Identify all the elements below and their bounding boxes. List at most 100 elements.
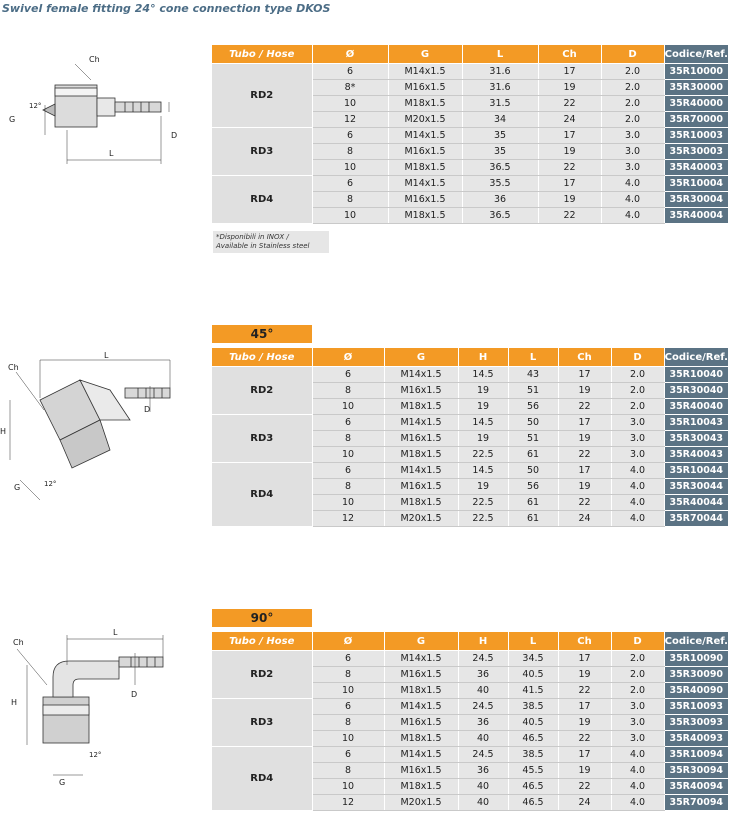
table-cell: 22.5 [458,494,509,511]
table-cell: 24.5 [458,650,509,667]
table-cell: 8 [312,478,385,495]
table-cell: 10 [312,446,385,463]
table-row: 8 M16x1.5 19 56 19 4.0 35R30044 [212,478,728,495]
table-cell: 6 [312,698,385,715]
table-cell: 56 [508,478,559,495]
table-cell: 31.6 [462,63,539,80]
ref-code-cell: 35R30003 [664,143,728,160]
ref-code-cell: 35R30044 [664,478,728,495]
table-cell: 6 [312,366,385,383]
table-cell: 10 [312,159,389,176]
table-cell: 19 [538,143,602,160]
hose-group-label: RD3 [212,127,313,176]
table-cell: M16x1.5 [384,478,459,495]
table-cell: 40.5 [508,666,559,683]
table-cell: 3.0 [601,159,665,176]
table-cell: 40.5 [508,714,559,731]
table-cell: 35.5 [462,175,539,192]
table-cell: 3.0 [611,730,665,747]
table-cell: 2.0 [611,366,665,383]
table-cell: 43 [508,366,559,383]
ch-label: Ch [8,363,19,372]
column-header: Codice/Ref. [664,348,728,367]
table-cell: 4.0 [611,510,665,527]
ref-code-cell: 35R30000 [664,79,728,96]
table-cell: 2.0 [611,650,665,667]
table-header-row: Tubo / Hose Ø G H L Ch D Codice/Ref. [212,348,728,367]
ref-code-cell: 35R40004 [664,207,728,224]
table-cell: 51 [508,382,559,399]
ch-label: Ch [89,55,100,64]
table-cell: 22 [558,778,612,795]
table-row: 10 M18x1.5 22.5 61 22 4.0 35R40044 [212,494,728,511]
table-cell: 50 [508,414,559,431]
table-cell: 38.5 [508,698,559,715]
table-row: RD4 6 M14x1.5 14.5 50 17 4.0 35R10044 [212,462,728,527]
l-label: L [109,149,114,158]
table-cell: 14.5 [458,414,509,431]
elbow-90-drawing: L Ch H D G 12° [11,628,164,787]
table-cell: 8* [312,79,389,96]
ref-code-cell: 35R30004 [664,191,728,208]
table-row: 8 M16x1.5 35 19 3.0 35R30003 [212,143,728,160]
table-cell: 51 [508,430,559,447]
table-cell: 8 [312,430,385,447]
g-label: G [14,483,20,492]
h-label: H [0,427,6,436]
table-cell: 10 [312,398,385,415]
d-label: D [144,405,150,414]
note-line-2: Available in Stainless steel [216,242,310,250]
table-cell: 4.0 [611,778,665,795]
l-label: L [104,351,109,360]
table-row: 10 M18x1.5 22.5 61 22 3.0 35R40043 [212,446,728,463]
table-cell: 17 [538,127,602,144]
ref-code-cell: 35R30093 [664,714,728,731]
straight-fitting-drawing: Ch 12° G D L [9,55,177,164]
table-cell: M16x1.5 [384,762,459,779]
table-cell: 17 [538,175,602,192]
table-cell: 4.0 [611,478,665,495]
table-cell: 4.0 [601,175,665,192]
table-cell: M14x1.5 [384,462,459,479]
column-header: G [384,632,459,651]
table-cell: 22 [558,494,612,511]
table-cell: 12 [312,794,385,811]
column-header: Codice/Ref. [664,632,728,651]
ref-code-cell: 35R40044 [664,494,728,511]
table-row: RD3 6 M14x1.5 35 17 3.0 35R10003 [212,127,728,176]
table-row: 12 M20x1.5 22.5 61 24 4.0 35R70044 [212,510,728,527]
ref-code-cell: 35R40000 [664,95,728,112]
table-cell: 12 [312,111,389,128]
table-cell: 4.0 [611,746,665,763]
table-cell: 31.5 [462,95,539,112]
table-row: 8* M16x1.5 31.6 19 2.0 35R30000 [212,79,728,96]
table-cell: 19 [558,382,612,399]
table-cell: 40 [458,778,509,795]
table-cell: M16x1.5 [384,714,459,731]
table-cell: 35 [462,143,539,160]
table-cell: 41.5 [508,682,559,699]
table-cell: 17 [558,366,612,383]
table-cell: 24.5 [458,698,509,715]
ref-code-cell: 35R10003 [664,127,728,144]
table-cell: 34 [462,111,539,128]
table-cell: M18x1.5 [384,682,459,699]
ref-code-cell: 35R40040 [664,398,728,415]
ref-code-cell: 35R70094 [664,794,728,811]
ch-label: Ch [13,638,24,647]
table-cell: 19 [458,478,509,495]
spec-table-straight: Tubo / Hose Ø G L Ch D Codice/Ref. RD2 6 M14x1.5… [212,45,728,224]
table-cell: M20x1.5 [384,794,459,811]
table-row: RD2 6 M14x1.5 31.6 17 2.0 35R10000 [212,63,728,128]
ref-code-cell: 35R30043 [664,430,728,447]
table-cell: 8 [312,143,389,160]
l-label: L [113,628,118,637]
angle-label: 12° [89,751,101,759]
table-cell: 17 [538,63,602,80]
table-cell: M14x1.5 [384,650,459,667]
table-row: RD2 6 M14x1.5 24.5 34.5 17 2.0 35R10090 [212,650,728,699]
table-row: 8 M16x1.5 36 40.5 19 3.0 35R30093 [212,714,728,731]
column-header: Tubo / Hose [212,632,313,651]
table-cell: 19 [558,714,612,731]
column-header: H [458,632,509,651]
